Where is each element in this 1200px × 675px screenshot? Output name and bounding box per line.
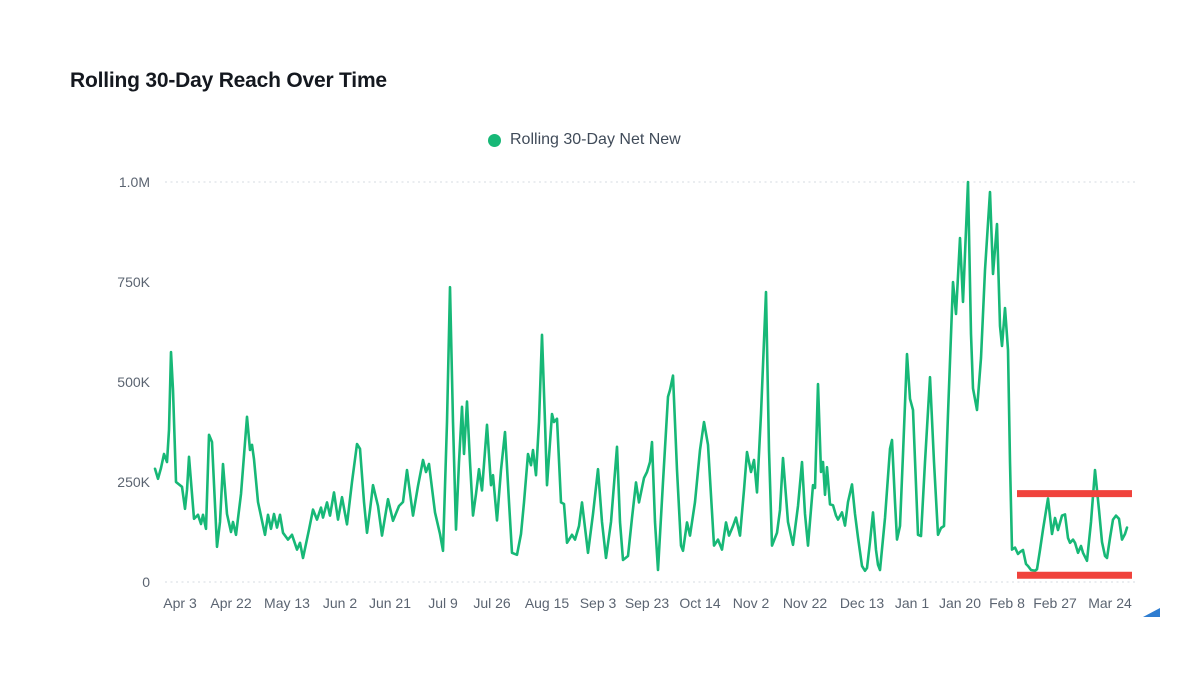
x-tick-label: Sep 3 [580, 595, 617, 611]
series-line [153, 180, 1129, 573]
x-tick-label: Feb 27 [1033, 595, 1077, 611]
y-tick-label: 1.0M [119, 174, 150, 190]
y-tick-label: 750K [117, 274, 150, 290]
x-tick-label: Jan 1 [895, 595, 929, 611]
legend-marker-icon [488, 133, 501, 147]
x-tick-label: May 13 [264, 595, 310, 611]
x-tick-label: Dec 13 [840, 595, 885, 611]
y-tick-label: 0 [142, 574, 150, 590]
x-tick-label: Nov 2 [733, 595, 770, 611]
x-tick-label: Jul 26 [473, 595, 511, 611]
x-tick-label: Jan 20 [939, 595, 981, 611]
x-tick-label: Sep 23 [625, 595, 670, 611]
y-tick-label: 500K [117, 374, 150, 390]
x-tick-label: Jun 21 [369, 595, 411, 611]
x-tick-label: Jun 2 [323, 595, 357, 611]
x-tick-label: Jul 9 [428, 595, 458, 611]
x-tick-label: Apr 22 [210, 595, 251, 611]
legend-label: Rolling 30-Day Net New [510, 131, 681, 148]
legend-item[interactable]: Rolling 30-Day Net New [488, 131, 681, 149]
x-tick-label: Mar 24 [1088, 595, 1132, 611]
chart-title: Rolling 30-Day Reach Over Time [70, 69, 387, 92]
x-tick-label: Oct 14 [679, 595, 720, 611]
x-tick-label: Apr 3 [163, 595, 197, 611]
resize-corner-icon[interactable] [1143, 608, 1160, 617]
x-tick-label: Feb 8 [989, 595, 1025, 611]
x-tick-label: Nov 22 [783, 595, 828, 611]
x-tick-label: Aug 15 [525, 595, 570, 611]
y-tick-label: 250K [117, 474, 150, 490]
